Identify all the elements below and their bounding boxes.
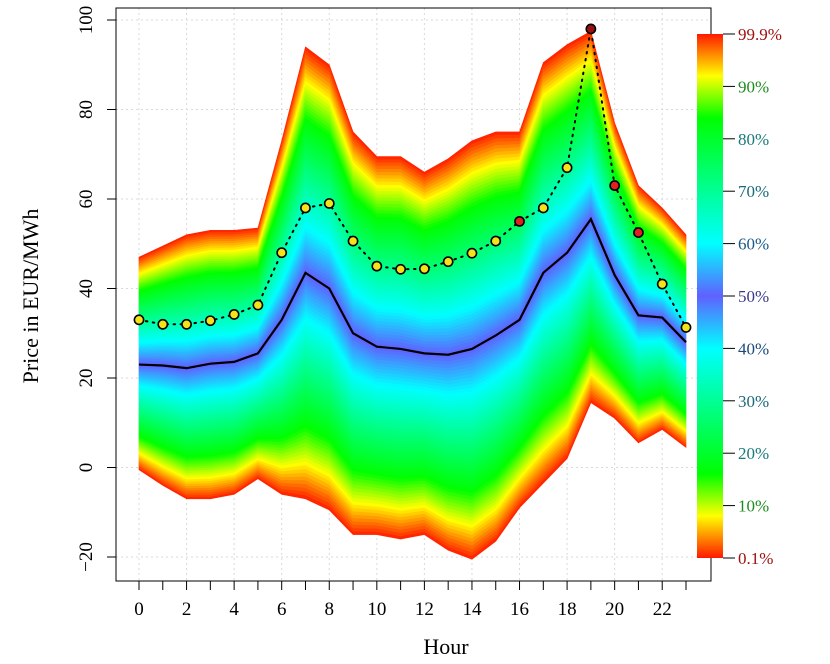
x-tick-label: 16: [510, 599, 529, 620]
x-tick-label: 22: [653, 599, 672, 620]
legend-label: 90%: [738, 77, 769, 96]
observed-price-point: [490, 235, 502, 247]
x-tick-label: 0: [134, 599, 144, 620]
observed-price-point: [347, 235, 359, 247]
y-tick-label: −20: [76, 542, 97, 572]
observed-price-point: [609, 180, 621, 191]
x-axis-title: Hour: [423, 634, 469, 659]
observed-price-point: [300, 202, 311, 214]
legend-label: 60%: [738, 235, 769, 254]
observed-price-point: [633, 227, 644, 238]
legend-label: 30%: [738, 392, 769, 411]
legend-label: 20%: [738, 444, 769, 463]
y-tick-label: 40: [76, 279, 97, 298]
color-legend: 99.9% 90% 80% 70% 60% 50% 40% 30% 20% 10% 0.1%: [697, 25, 782, 568]
observed-price-point: [537, 202, 549, 214]
legend-label: 50%: [738, 287, 769, 306]
axes: 0 2 4 6 8 10 12 14 16 18 20 22 −20 0 20 40 60 80 100: [76, 6, 712, 620]
x-tick-label: 6: [277, 599, 287, 620]
y-tick-label: 60: [76, 190, 97, 209]
observed-price-point: [514, 215, 525, 227]
x-tick-label: 12: [415, 599, 434, 620]
observed-price-point: [204, 315, 216, 327]
observed-price-point: [395, 263, 407, 275]
x-tick-label: 2: [182, 599, 192, 620]
x-tick-label: 20: [605, 599, 624, 620]
observed-price-point: [252, 299, 264, 311]
observed-price-point: [656, 278, 668, 290]
observed-price-point: [371, 260, 383, 272]
observed-price-point: [442, 256, 454, 268]
observed-price-point: [418, 263, 430, 275]
series-points: [133, 23, 692, 333]
legend-label: 70%: [738, 182, 769, 201]
median-line: [138, 216, 687, 370]
legend-label: 10%: [738, 497, 769, 516]
x-tick-label: 4: [229, 599, 239, 620]
observed-price-point: [323, 198, 335, 209]
x-tick-label: 10: [367, 599, 386, 620]
observed-price-point: [680, 322, 692, 333]
x-tick-label: 18: [558, 599, 577, 620]
observed-price-point: [466, 247, 478, 259]
observed-price-point: [133, 314, 145, 326]
legend-label: 0.1%: [738, 549, 773, 568]
observed-price-point: [157, 318, 169, 330]
y-tick-label: 20: [76, 369, 97, 388]
observed-price-point: [561, 162, 573, 174]
legend-label: 40%: [738, 339, 769, 358]
legend-color-bar: [697, 34, 723, 558]
legend-label: 99.9%: [738, 25, 782, 44]
observed-price-point: [228, 309, 240, 320]
observed-price-point: [181, 318, 192, 330]
quantile-bands: [138, 30, 687, 560]
y-axis-title: Price in EUR/MWh: [18, 209, 43, 384]
x-tick-label: 14: [462, 599, 482, 620]
y-tick-label: 0: [76, 463, 97, 473]
y-tick-label: 100: [76, 6, 97, 35]
y-tick-label: 80: [76, 100, 97, 119]
legend-label: 80%: [738, 130, 769, 149]
x-tick-label: 8: [325, 599, 335, 620]
observed-price-point: [276, 247, 288, 259]
observed-price-point: [585, 23, 597, 35]
